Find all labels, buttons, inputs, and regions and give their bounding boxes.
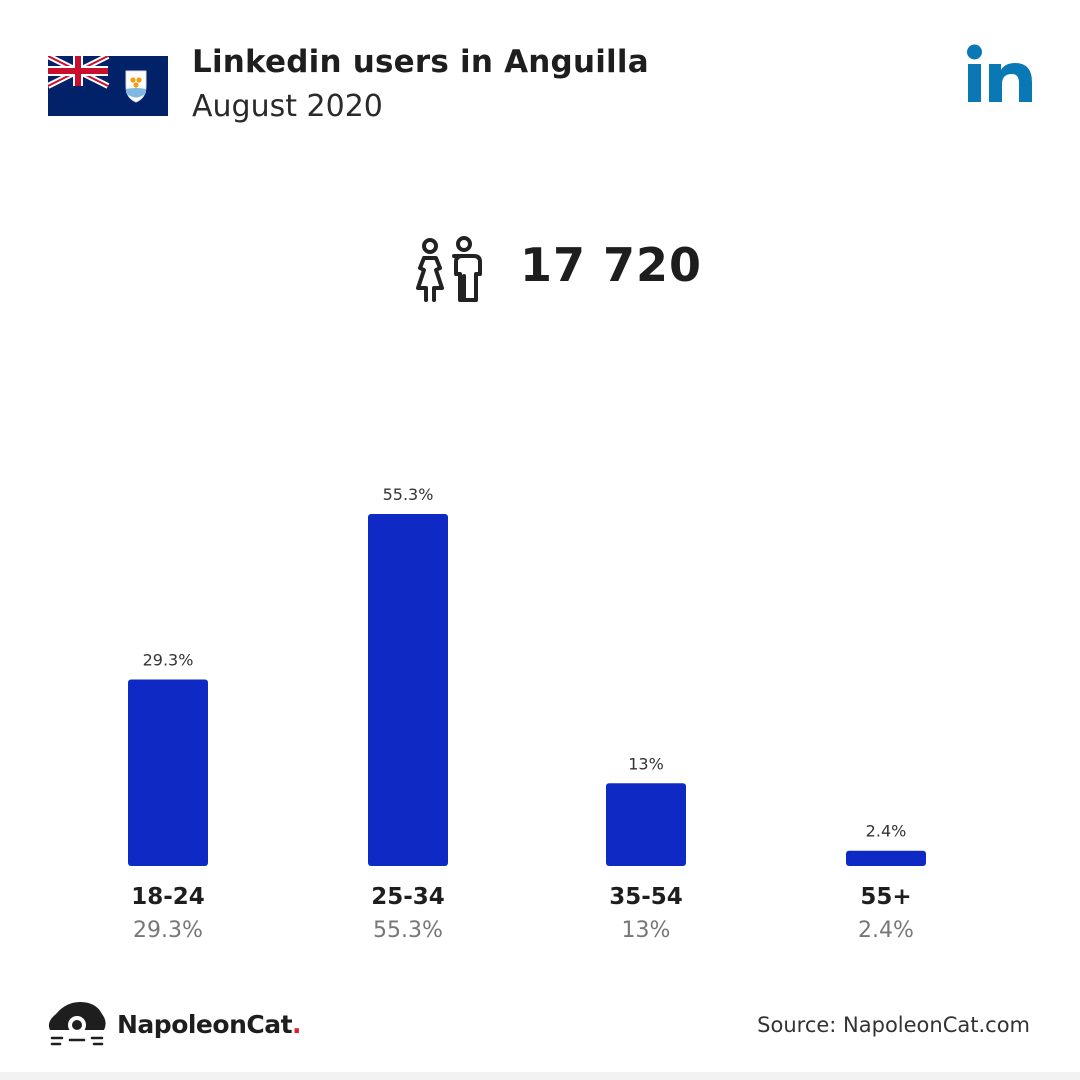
bar-value-label: 29.3% <box>143 650 194 669</box>
users-total: 17 720 <box>520 238 703 292</box>
category-label: 55+ <box>860 884 912 910</box>
brand-name-text: NapoleonCat <box>117 1010 293 1039</box>
users-icon <box>416 236 482 302</box>
brand-dot: . <box>292 1010 302 1039</box>
bar-35-54 <box>606 783 686 866</box>
bar-18-24 <box>128 679 208 866</box>
category-label: 18-24 <box>131 884 205 910</box>
page-subtitle: August 2020 <box>192 89 383 124</box>
category-label: 25-34 <box>371 884 445 910</box>
bar-55+ <box>846 850 926 866</box>
category-label: 35-54 <box>609 884 683 910</box>
napoleoncat-logo-icon <box>48 1002 106 1046</box>
bar-value-label: 13% <box>628 754 664 773</box>
category-value: 29.3% <box>133 918 203 943</box>
category-value: 13% <box>621 918 671 943</box>
page-title: Linkedin users in Anguilla <box>192 44 649 80</box>
bar-value-label: 55.3% <box>383 485 434 504</box>
category-value: 55.3% <box>373 918 443 943</box>
bar-value-label: 2.4% <box>866 822 907 841</box>
source-credit: Source: NapoleonCat.com <box>757 1013 1030 1037</box>
anguilla-flag-icon <box>48 56 168 116</box>
bottom-strip <box>0 1072 1080 1080</box>
brand-name: NapoleonCat. <box>117 1010 302 1039</box>
category-value: 2.4% <box>858 918 914 943</box>
linkedin-in-icon <box>967 44 1032 102</box>
bar-25-34 <box>368 514 448 866</box>
